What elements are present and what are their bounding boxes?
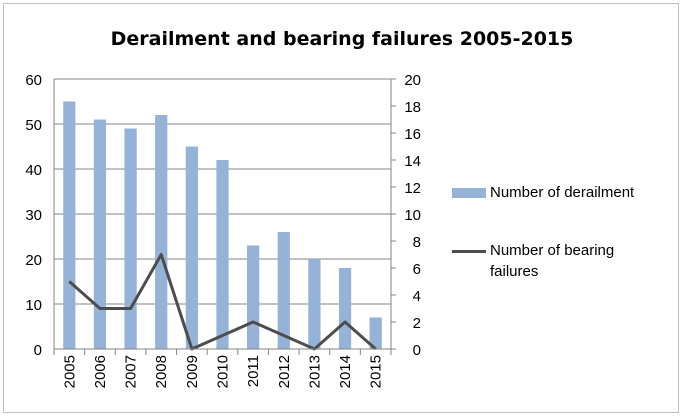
x-tick-label: 2005 <box>61 355 78 388</box>
y-left-tick-label: 10 <box>25 297 42 314</box>
bar-derailment <box>155 115 168 349</box>
y-right-tick-label: 12 <box>404 180 421 197</box>
x-tick-label: 2011 <box>245 355 262 387</box>
x-tick-label: 2015 <box>368 355 385 388</box>
x-tick-label: 2006 <box>92 355 109 388</box>
y-right-tick-label: 0 <box>413 342 421 359</box>
bar-derailment <box>185 146 198 349</box>
y-left-tick-label: 0 <box>34 342 42 359</box>
y-left-tick-label: 50 <box>25 117 42 134</box>
x-tick-label: 2012 <box>276 355 293 388</box>
bar-derailment <box>93 119 107 349</box>
bar-derailment <box>216 160 229 349</box>
y-left-tick-label: 60 <box>25 72 42 89</box>
x-tick-label: 2007 <box>123 355 140 388</box>
x-tick-label: 2009 <box>184 355 201 388</box>
chart-title: Derailment and bearing failures 2005-201… <box>110 28 574 50</box>
x-tick-label: 2013 <box>306 355 323 388</box>
y-right-tick-label: 18 <box>404 99 421 116</box>
bar-derailment <box>124 128 137 349</box>
legend-label-bearing-failures: Number of bearing failures <box>490 242 615 280</box>
bar-derailment <box>369 317 382 349</box>
bar-derailment <box>63 101 76 349</box>
legend-swatch-bearing-failures <box>452 250 486 253</box>
y-right-tick-label: 4 <box>413 288 421 305</box>
bar-derailment <box>247 245 260 349</box>
x-tick-label: 2010 <box>215 355 232 388</box>
y-right-tick-label: 20 <box>404 72 421 89</box>
y-right-tick-label: 14 <box>404 153 421 170</box>
legend-swatch-derailment <box>452 188 486 198</box>
y-right-tick-label: 2 <box>413 315 421 332</box>
y-right-tick-label: 6 <box>413 261 421 278</box>
legend-label-derailment: Number of derailment <box>490 184 635 201</box>
y-left-tick-label: 40 <box>25 162 42 179</box>
x-tick-label: 2008 <box>153 355 170 388</box>
bar-derailment <box>277 232 290 349</box>
y-left-tick-label: 30 <box>25 207 42 224</box>
bar-derailment <box>338 268 352 349</box>
y-left-tick-label: 20 <box>25 252 42 269</box>
y-right-tick-label: 16 <box>404 126 421 143</box>
y-right-tick-label: 10 <box>404 207 421 224</box>
y-right-tick-label: 8 <box>413 234 421 251</box>
bar-derailment <box>308 259 321 349</box>
x-tick-label: 2014 <box>337 355 354 388</box>
